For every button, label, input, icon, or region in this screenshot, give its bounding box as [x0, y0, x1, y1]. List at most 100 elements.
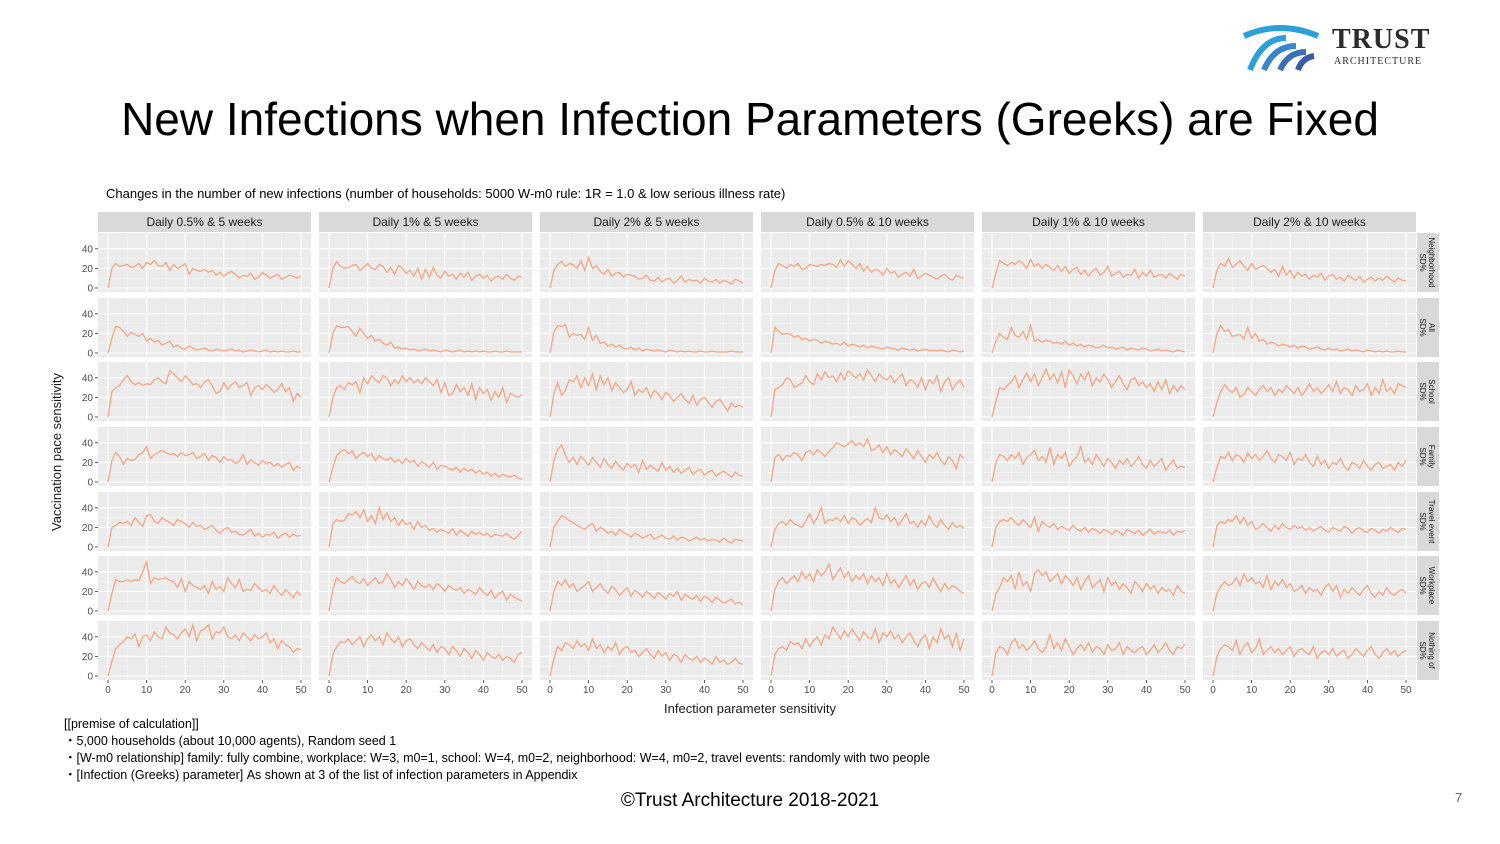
- series-line: [328, 260, 523, 289]
- y-tick-label: 40: [82, 309, 94, 320]
- page-number: 7: [1455, 790, 1463, 805]
- series-line: [1212, 572, 1407, 612]
- x-tick-label: 30: [1323, 685, 1335, 696]
- series-line: [1212, 514, 1407, 548]
- series-line: [549, 323, 743, 354]
- row-strip-line: School: [1427, 379, 1436, 404]
- x-tick-label: 20: [401, 685, 413, 696]
- row-strip-line: SD%: [1418, 512, 1427, 530]
- y-tick-label: 40: [82, 567, 94, 578]
- x-tick-label: 0: [326, 685, 332, 696]
- row-strip-line: Neighborhood: [1427, 237, 1436, 287]
- row-strip: [1417, 427, 1439, 486]
- row-strip-line: SD%: [1418, 382, 1427, 400]
- x-tick-label: 40: [257, 685, 269, 696]
- row-strip-line: SD%: [1418, 253, 1427, 271]
- column-strip: [540, 212, 753, 232]
- x-tick-label: 30: [881, 685, 893, 696]
- x-tick-label: 30: [439, 685, 451, 696]
- series-line: [549, 636, 744, 677]
- series-line: [107, 559, 302, 612]
- y-tick-label: 20: [82, 329, 94, 340]
- series-line: [770, 326, 965, 354]
- series-line: [770, 258, 965, 289]
- series-line: [328, 505, 523, 548]
- column-strip: [1203, 212, 1416, 232]
- series-line: [991, 568, 1186, 612]
- column-strip: [761, 212, 974, 232]
- copyright: ©Trust Architecture 2018-2021: [620, 790, 880, 811]
- row-strip-line: Nothing of: [1427, 632, 1436, 669]
- x-tick-label: 10: [1246, 685, 1258, 696]
- y-tick-label: 40: [82, 503, 94, 514]
- row-strip-line: SD%: [1418, 447, 1427, 465]
- series-line: [328, 448, 523, 483]
- series-line: [991, 367, 1186, 418]
- row-strip-label: AllSD%: [1418, 318, 1436, 336]
- row-strip-line: Family: [1427, 445, 1436, 469]
- y-tick-label: 20: [82, 523, 94, 534]
- series-line: [991, 515, 1186, 548]
- y-tick-label: 0: [87, 284, 93, 295]
- series-line: [770, 625, 965, 677]
- logo-wave-icon: [1242, 25, 1320, 72]
- x-tick-label: 40: [1362, 685, 1374, 696]
- x-tick-label: 40: [699, 685, 711, 696]
- row-strip: [1417, 492, 1439, 551]
- row-strip: [1417, 362, 1439, 421]
- series-line: [549, 371, 744, 418]
- premise-item: ・[W-m0 relationship] family: fully combi…: [64, 751, 931, 765]
- x-tick-label: 50: [516, 685, 528, 696]
- row-strip: [1417, 556, 1439, 615]
- series-line: [770, 505, 965, 548]
- column-strip-label: Daily 2% & 5 weeks: [593, 215, 699, 229]
- x-tick-label: 0: [1210, 685, 1216, 696]
- row-strip: [1417, 298, 1439, 357]
- column-strip-label: Daily 2% & 10 weeks: [1253, 215, 1366, 229]
- premise-heading: [[premise of calculation]]: [64, 717, 199, 731]
- series-line: [1212, 449, 1407, 483]
- row-strip-line: Workplace: [1427, 567, 1436, 605]
- series-line: [991, 632, 1186, 677]
- series-line: [549, 578, 744, 612]
- y-tick-label: 0: [87, 672, 93, 683]
- series-line: [328, 631, 523, 677]
- x-tick-label: 50: [1179, 685, 1191, 696]
- column-strip-label: Daily 0.5% & 5 weeks: [146, 215, 262, 229]
- x-tick-label: 20: [180, 685, 192, 696]
- y-tick-label: 40: [82, 438, 94, 449]
- column-strip-label: Daily 1% & 5 weeks: [372, 215, 478, 229]
- x-tick-label: 50: [737, 685, 749, 696]
- page-title: New Infections when Infection Parameters…: [121, 93, 1379, 145]
- x-axis-title: Infection parameter sensitivity: [664, 701, 836, 716]
- chart-title: Changes in the number of new infections …: [106, 186, 786, 201]
- row-strip-label: WorkplaceSD%: [1418, 567, 1436, 605]
- y-tick-label: 20: [82, 652, 94, 663]
- y-tick-label: 0: [87, 543, 93, 554]
- row-strip-line: All: [1427, 323, 1436, 332]
- row-strip-label: SchoolSD%: [1418, 379, 1436, 404]
- series-line: [549, 443, 744, 483]
- column-strip-label: Daily 0.5% & 10 weeks: [806, 215, 929, 229]
- x-tick-label: 30: [660, 685, 672, 696]
- series-line: [107, 622, 302, 677]
- x-tick-label: 30: [218, 685, 230, 696]
- column-strip-label: Daily 1% & 10 weeks: [1032, 215, 1145, 229]
- x-tick-label: 20: [1285, 685, 1297, 696]
- column-strip: [982, 212, 1195, 232]
- series-line: [991, 323, 1186, 354]
- x-tick-label: 20: [622, 685, 634, 696]
- series-line: [107, 369, 302, 418]
- row-strip-label: Nothing ofSD%: [1418, 632, 1436, 669]
- row-strip-line: SD%: [1418, 576, 1427, 594]
- series-line: [107, 325, 301, 354]
- series-line: [328, 374, 523, 418]
- x-tick-label: 20: [1064, 685, 1076, 696]
- x-tick-label: 50: [295, 685, 307, 696]
- y-tick-label: 40: [82, 373, 94, 384]
- x-tick-label: 50: [1400, 685, 1412, 696]
- x-tick-label: 20: [843, 685, 855, 696]
- logo-subtext: ARCHITECTURE: [1334, 56, 1423, 67]
- x-tick-label: 50: [958, 685, 970, 696]
